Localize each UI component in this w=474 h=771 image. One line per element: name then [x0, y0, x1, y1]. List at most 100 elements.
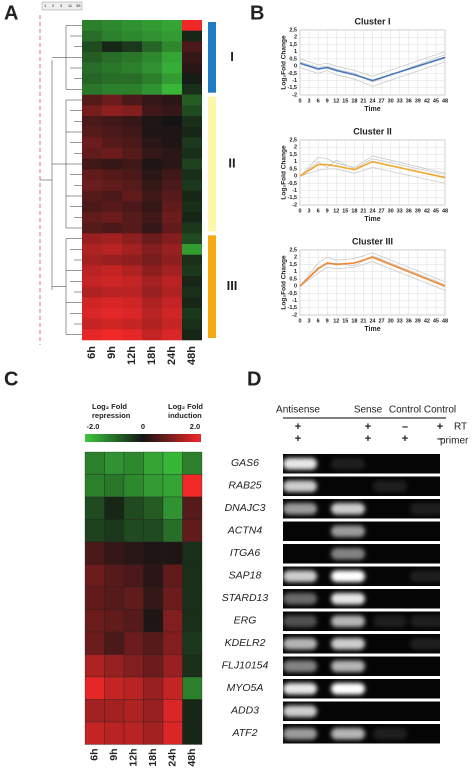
heatmap-cell: [122, 84, 142, 95]
chart-title: Cluster II: [353, 126, 392, 136]
heatmap-cell: [142, 308, 162, 319]
y-tick-label: 0: [294, 174, 297, 180]
series-line: [299, 54, 446, 83]
heatmap-cell: [82, 94, 102, 106]
heatmap-cell: [162, 631, 183, 655]
y-axis-label: Log₂Fold Change: [281, 255, 288, 310]
x-tick-label: 0: [298, 98, 301, 104]
panel-label: A: [4, 2, 18, 24]
x-tick-label: 15: [342, 98, 348, 104]
gel-band: [331, 706, 365, 718]
heatmap-cell: [143, 609, 164, 633]
heatmap-cell: [182, 180, 202, 191]
gel-band: [283, 705, 317, 717]
x-tick-label: 39: [415, 98, 421, 104]
heatmap-cell: [122, 73, 142, 85]
condition-sign: +: [437, 421, 443, 433]
heatmap-cell: [84, 631, 105, 655]
heatmap-cell: [104, 541, 125, 565]
heatmap-cell: [162, 654, 183, 678]
heatmap-cell: [102, 244, 122, 255]
heatmap-cell: [142, 20, 162, 31]
condition-sign: +: [402, 433, 408, 445]
gel-band: [331, 570, 365, 582]
x-tick-label: 27: [379, 318, 385, 324]
heatmap-cell: [142, 265, 162, 277]
heatmap-cell: [182, 451, 203, 475]
heatmap-cell: [142, 30, 162, 42]
heatmap-cell: [162, 329, 182, 341]
heatmap-cell: [142, 84, 162, 95]
heatmap-cell: [182, 148, 202, 159]
gel-band: [283, 480, 317, 492]
heatmap-cell: [123, 631, 144, 655]
heatmap-cell: [102, 30, 122, 42]
gene-label: FLJ10154: [222, 660, 269, 672]
heatmap-cell: [162, 169, 182, 181]
heatmap-cell: [162, 699, 183, 723]
series-line: [299, 252, 446, 287]
x-tick-label: 15: [342, 208, 348, 214]
gel-band: [373, 706, 407, 718]
gene-label: ERG: [234, 615, 257, 627]
heatmap-cell: [162, 721, 183, 745]
heatmap-cell: [142, 52, 162, 63]
heatmap-cell: [142, 190, 162, 202]
heatmap-cell: [82, 30, 102, 42]
heatmap-cell: [84, 541, 105, 565]
gel-band: [331, 548, 365, 560]
x-tick-label: 3: [308, 318, 311, 324]
heatmap-cell: [122, 190, 142, 202]
heatmap-cell: [122, 94, 142, 106]
heatmap-cell: [162, 244, 182, 255]
heatmap-cell: [102, 137, 122, 149]
heatmap-cell: [142, 297, 162, 309]
x-tick-label: 9: [326, 318, 329, 324]
heatmap-cell: [142, 244, 162, 255]
lane-label: Sense: [354, 405, 383, 416]
y-tick-label: 0,5: [289, 56, 297, 62]
heatmap-cell: [123, 451, 144, 475]
heatmap-cell: [162, 137, 182, 149]
x-tick-label: 33: [397, 98, 403, 104]
heatmap-cell: [122, 52, 142, 63]
heatmap-cell: [82, 62, 102, 74]
gel-band: [373, 571, 407, 583]
x-tick-label: 18: [351, 98, 357, 104]
heatmap-cell: [182, 586, 203, 610]
x-tick-label: 30: [388, 318, 394, 324]
heatmap-cell: [182, 541, 203, 565]
gel-strip: [283, 701, 440, 721]
gel-band: [373, 615, 407, 627]
x-tick-label: 36: [406, 318, 412, 324]
heatmap-cell: [82, 41, 102, 53]
heatmap-cell: [143, 496, 164, 520]
key-label: 1: [44, 3, 47, 8]
heatmap-cell: [102, 94, 122, 106]
lane-label: Control: [424, 405, 456, 416]
heatmap-cell: [143, 676, 164, 700]
heatmap-cell: [162, 190, 182, 202]
heatmap-cell: [102, 62, 122, 74]
heatmap-cell: [122, 265, 142, 277]
heatmap-cell: [162, 564, 183, 588]
column-label: 48h: [186, 749, 198, 767]
series-line: [299, 61, 446, 87]
heatmap-cell: [82, 73, 102, 85]
heatmap-cell: [82, 308, 102, 319]
gel-band: [410, 481, 444, 493]
gel-band: [373, 548, 407, 560]
heatmap-cell: [182, 94, 202, 106]
heatmap-cell: [143, 451, 164, 475]
heatmap-cell: [182, 329, 202, 341]
heatmap-cell: [162, 265, 182, 277]
heatmap-cell: [182, 30, 202, 42]
lane-label: Control: [389, 405, 421, 416]
key-label: 38: [76, 3, 81, 8]
gel-band: [410, 683, 444, 695]
x-tick-label: 27: [379, 98, 385, 104]
gene-label: DNAJC3: [225, 502, 266, 514]
heatmap-cell: [182, 676, 203, 700]
heatmap-cell: [82, 265, 102, 277]
column-label: 12h: [128, 749, 140, 767]
